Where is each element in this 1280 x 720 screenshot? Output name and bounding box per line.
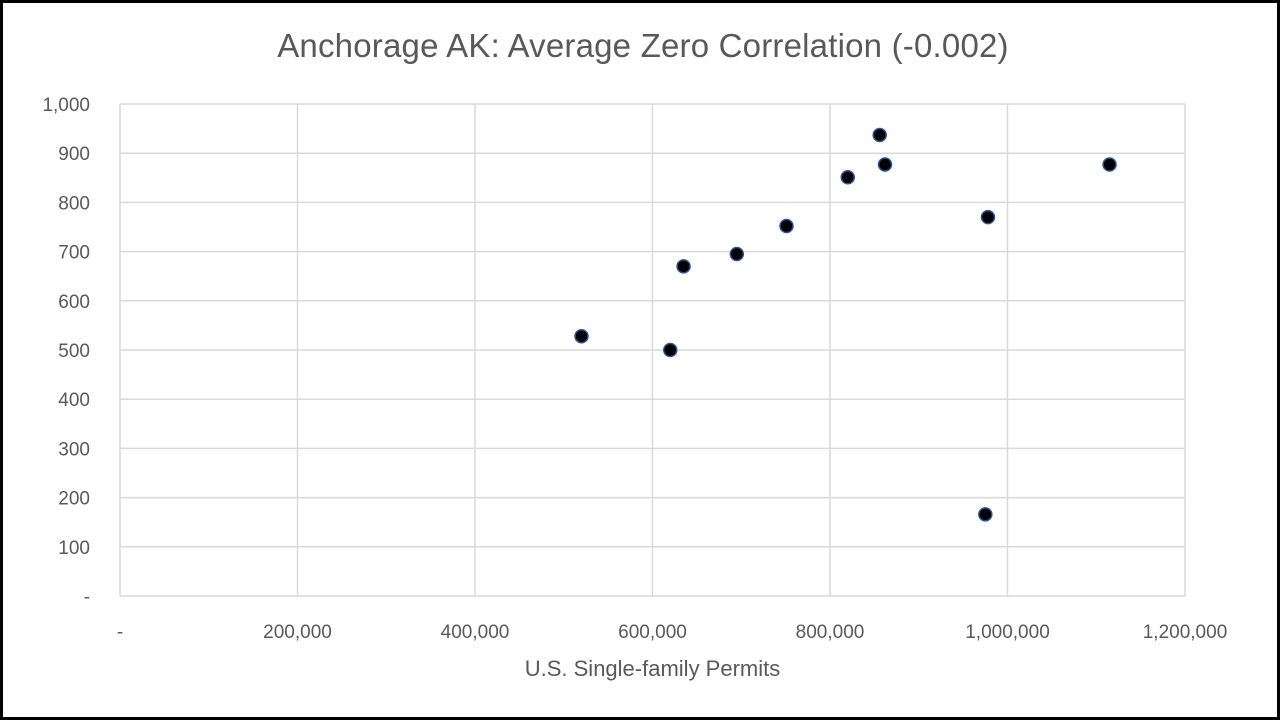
- y-tick-label: 900: [58, 144, 90, 165]
- y-tick-label: 600: [58, 292, 90, 313]
- y-tick-label: 400: [58, 390, 90, 411]
- x-tick-label: 1,000,000: [965, 622, 1050, 643]
- axes: [119, 104, 1185, 597]
- data-point: [872, 127, 887, 143]
- y-tick-label: 200: [58, 489, 90, 510]
- data-point: [729, 246, 745, 262]
- data-point: [676, 259, 691, 274]
- x-tick-label: 1,200,000: [1143, 622, 1228, 643]
- y-tick-label: 1,000: [42, 95, 90, 116]
- y-tick-label: 300: [58, 439, 90, 460]
- data-points: [574, 127, 1117, 522]
- y-tick-label: 800: [58, 193, 90, 214]
- data-point: [877, 157, 893, 172]
- x-tick-label: -: [117, 622, 123, 643]
- y-tick-label: -: [84, 587, 90, 608]
- tick-labels: - 100 200 300 400 500 600 700 800 900 1,000 - 200,00…: [42, 95, 1227, 643]
- y-tick-label: 500: [58, 341, 90, 362]
- data-point: [980, 209, 996, 225]
- gridlines: [120, 103, 1186, 596]
- data-point: [840, 170, 855, 185]
- data-point: [779, 218, 794, 234]
- y-tick-label: 100: [58, 538, 90, 559]
- x-axis-title: U.S. Single-family Permits: [525, 656, 781, 681]
- chart-title: Anchorage AK: Average Zero Correlation (…: [277, 27, 1009, 64]
- data-point: [574, 328, 589, 344]
- x-tick-label: 200,000: [263, 622, 332, 643]
- x-tick-label: 800,000: [796, 622, 865, 643]
- data-point: [1102, 157, 1117, 172]
- data-point: [663, 342, 678, 358]
- x-tick-label: 400,000: [441, 622, 510, 643]
- x-tick-label: 600,000: [618, 622, 687, 643]
- y-tick-label: 700: [58, 243, 90, 264]
- data-point: [978, 507, 993, 522]
